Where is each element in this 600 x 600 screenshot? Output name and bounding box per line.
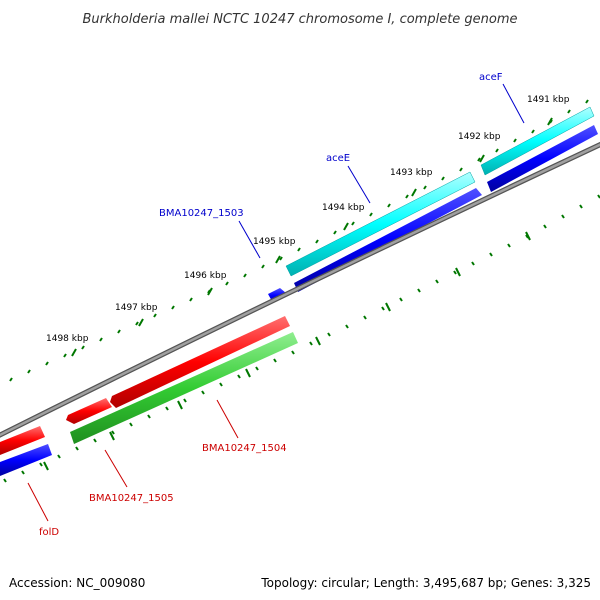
gene-BMA10247_1504-feature[interactable] bbox=[110, 316, 290, 408]
rna-reverse-feature[interactable] bbox=[70, 332, 298, 444]
gene-label-BMA10247_1503[interactable]: BMA10247_1503 bbox=[159, 208, 244, 219]
reverse-strand-features bbox=[0, 316, 298, 476]
gene-label-aceF[interactable]: aceF bbox=[479, 72, 503, 83]
gene-label-folD[interactable]: folD bbox=[39, 527, 59, 538]
tick-label-1494: 1494 kbp bbox=[322, 203, 365, 213]
genome-backbone bbox=[0, 141, 600, 438]
label-leaders bbox=[27, 83, 525, 522]
cds-aceF-feature[interactable] bbox=[487, 125, 598, 192]
gene-label-BMA10247_1504[interactable]: BMA10247_1504 bbox=[202, 443, 287, 454]
gene-aceE-feature[interactable] bbox=[285, 171, 476, 277]
topology-text: Topology: circular; Length: 3,495,687 bp… bbox=[260, 576, 591, 590]
tick-label-1496: 1496 kbp bbox=[184, 271, 227, 281]
tick-label-1491: 1491 kbp bbox=[527, 95, 570, 105]
tick-label-1492: 1492 kbp bbox=[458, 132, 501, 142]
tick-labels: 1491 kbp 1492 kbp 1493 kbp 1494 kbp 1495… bbox=[46, 95, 570, 344]
forward-strand-features bbox=[268, 106, 598, 303]
inner-tick-ring bbox=[3, 194, 600, 483]
outer-tick-ring bbox=[9, 99, 589, 382]
gene-label-aceE[interactable]: aceE bbox=[326, 153, 350, 164]
tick-label-1495: 1495 kbp bbox=[253, 237, 296, 247]
tick-label-1498: 1498 kbp bbox=[46, 334, 89, 344]
gene-label-BMA10247_1505[interactable]: BMA10247_1505 bbox=[89, 493, 174, 504]
accession-text: Accession: NC_009080 bbox=[9, 576, 145, 590]
gene-labels: aceF aceE BMA10247_1503 BMA10247_1504 BM… bbox=[39, 72, 503, 538]
gene-BMA10247_1505-feature[interactable] bbox=[66, 398, 112, 424]
cds-folD-feature[interactable] bbox=[0, 444, 52, 476]
tick-label-1497: 1497 kbp bbox=[115, 303, 158, 313]
map-title: Burkholderia mallei NCTC 10247 chromosom… bbox=[82, 12, 517, 27]
gene-aceF-feature[interactable] bbox=[480, 106, 595, 176]
gene-folD-feature[interactable] bbox=[0, 426, 45, 455]
tick-label-1493: 1493 kbp bbox=[390, 168, 433, 178]
